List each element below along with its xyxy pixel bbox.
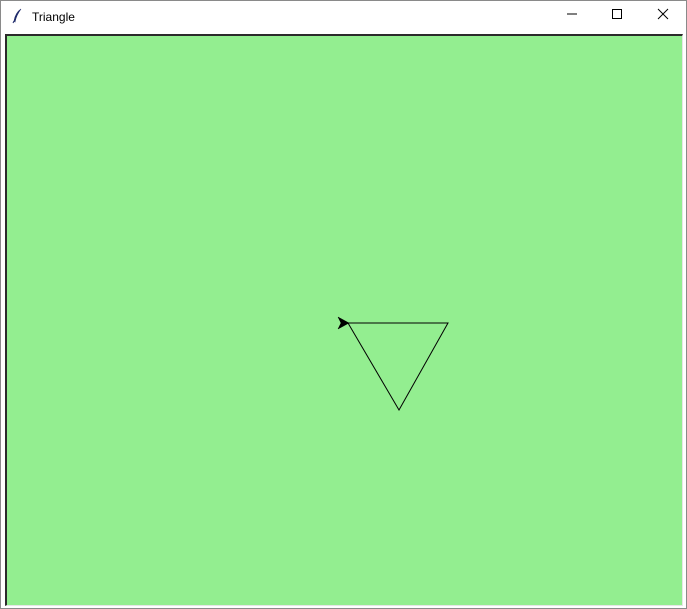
maximize-button[interactable] [594, 1, 639, 31]
title-bar[interactable]: Triangle [1, 1, 686, 32]
minimize-button[interactable] [549, 1, 594, 31]
close-icon [657, 7, 669, 25]
maximize-icon [611, 7, 623, 25]
turtle-canvas[interactable] [5, 34, 683, 606]
drawing-surface [337, 316, 449, 412]
close-button[interactable] [640, 1, 685, 31]
triangle-shape [347, 322, 449, 412]
window-title: Triangle [32, 10, 75, 24]
feather-icon [10, 8, 26, 24]
arrow-icon [337, 316, 350, 330]
minimize-icon [566, 7, 578, 25]
